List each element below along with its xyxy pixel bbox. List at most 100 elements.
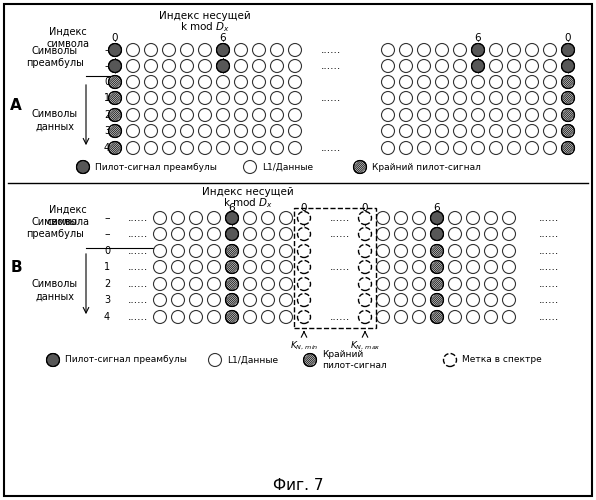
Circle shape [561, 124, 575, 138]
Circle shape [399, 124, 412, 138]
Circle shape [181, 124, 194, 138]
Circle shape [418, 76, 430, 88]
Circle shape [271, 76, 284, 88]
Text: 0: 0 [301, 203, 308, 213]
Circle shape [561, 108, 575, 122]
Text: ......: ...... [128, 262, 148, 272]
Text: 2: 2 [104, 110, 110, 120]
Circle shape [207, 260, 221, 274]
Text: Индекс
символа: Индекс символа [46, 27, 89, 49]
Circle shape [449, 294, 461, 306]
Text: Символы
преамбулы: Символы преамбулы [26, 217, 84, 239]
Circle shape [163, 92, 175, 104]
Text: k mod $D_x$: k mod $D_x$ [180, 20, 230, 34]
Circle shape [172, 278, 185, 290]
Circle shape [381, 108, 395, 122]
Circle shape [436, 44, 449, 57]
Circle shape [485, 278, 498, 290]
Circle shape [399, 44, 412, 57]
Circle shape [502, 212, 516, 224]
Text: Пилот-сигнал преамбулы: Пилот-сигнал преамбулы [95, 162, 217, 172]
Circle shape [359, 212, 371, 224]
Circle shape [108, 44, 122, 57]
Circle shape [544, 60, 557, 72]
Circle shape [471, 124, 485, 138]
Circle shape [395, 310, 408, 324]
Text: Метка в спектре: Метка в спектре [462, 356, 542, 364]
Circle shape [377, 294, 390, 306]
Circle shape [154, 278, 166, 290]
Circle shape [449, 228, 461, 240]
Text: ......: ...... [330, 229, 350, 239]
Circle shape [225, 294, 238, 306]
Circle shape [399, 108, 412, 122]
Circle shape [244, 244, 256, 258]
Text: Символы
данных: Символы данных [32, 109, 78, 131]
Circle shape [377, 244, 390, 258]
Text: 6: 6 [229, 203, 235, 213]
Circle shape [436, 76, 449, 88]
Circle shape [207, 228, 221, 240]
Circle shape [126, 60, 139, 72]
Circle shape [449, 310, 461, 324]
Circle shape [436, 142, 449, 154]
Circle shape [418, 142, 430, 154]
Text: Символы
данных: Символы данных [32, 279, 78, 301]
Circle shape [108, 76, 122, 88]
Text: ......: ...... [539, 295, 559, 305]
Circle shape [154, 310, 166, 324]
Circle shape [154, 260, 166, 274]
Circle shape [190, 278, 203, 290]
Circle shape [262, 260, 275, 274]
Text: 0: 0 [104, 246, 110, 256]
Circle shape [467, 278, 480, 290]
Circle shape [377, 212, 390, 224]
Circle shape [485, 260, 498, 274]
Circle shape [508, 108, 520, 122]
Circle shape [126, 92, 139, 104]
Circle shape [280, 228, 293, 240]
Circle shape [471, 108, 485, 122]
Circle shape [526, 108, 539, 122]
Circle shape [163, 124, 175, 138]
FancyBboxPatch shape [4, 4, 592, 496]
Circle shape [454, 124, 467, 138]
Circle shape [144, 44, 157, 57]
Circle shape [280, 310, 293, 324]
Text: $K_{N,\,min}$: $K_{N,\,min}$ [290, 340, 318, 352]
Circle shape [561, 92, 575, 104]
Circle shape [181, 108, 194, 122]
Circle shape [225, 310, 238, 324]
Circle shape [207, 310, 221, 324]
Circle shape [561, 60, 575, 72]
Text: ......: ...... [321, 143, 341, 153]
Circle shape [288, 76, 302, 88]
Circle shape [489, 108, 502, 122]
Circle shape [359, 294, 371, 306]
Circle shape [172, 244, 185, 258]
Text: Крайний
пилот-сигнал: Крайний пилот-сигнал [322, 350, 387, 370]
Circle shape [225, 278, 238, 290]
Circle shape [244, 160, 256, 173]
Text: Индекс несущей: Индекс несущей [159, 11, 251, 21]
Circle shape [502, 294, 516, 306]
Circle shape [443, 354, 457, 366]
Circle shape [207, 244, 221, 258]
Circle shape [288, 92, 302, 104]
Circle shape [190, 310, 203, 324]
Circle shape [489, 76, 502, 88]
Circle shape [449, 212, 461, 224]
Circle shape [181, 92, 194, 104]
Circle shape [502, 310, 516, 324]
Circle shape [526, 92, 539, 104]
Circle shape [262, 310, 275, 324]
Text: 4: 4 [104, 312, 110, 322]
Circle shape [430, 260, 443, 274]
Circle shape [126, 108, 139, 122]
Circle shape [412, 310, 426, 324]
Circle shape [502, 278, 516, 290]
Circle shape [144, 60, 157, 72]
Circle shape [508, 76, 520, 88]
Circle shape [381, 60, 395, 72]
Circle shape [216, 76, 229, 88]
